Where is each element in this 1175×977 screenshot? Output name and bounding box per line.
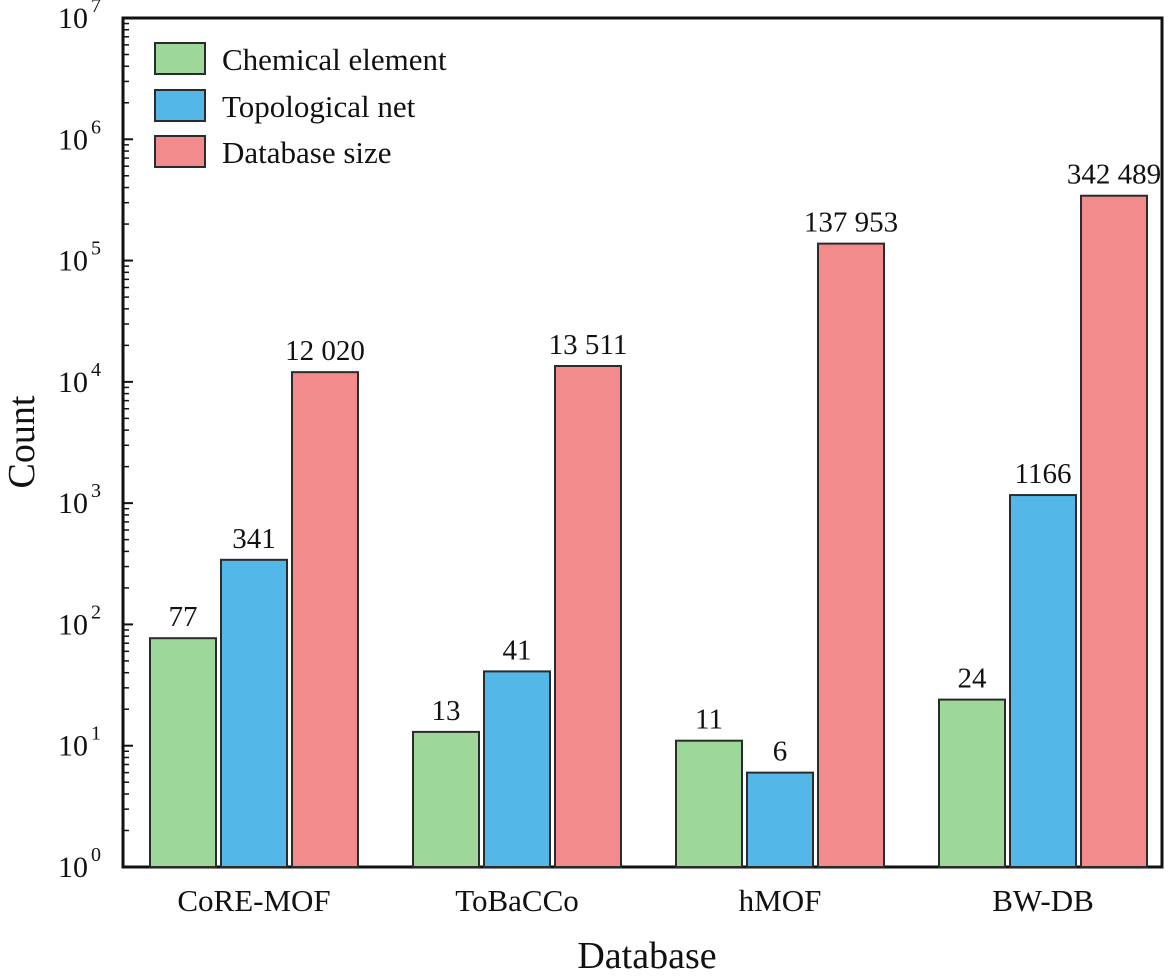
data-label: 77 bbox=[169, 601, 198, 633]
bar-tobacco-chemical-element bbox=[412, 730, 480, 868]
legend-label: Chemical element bbox=[222, 42, 447, 77]
y-tick-label-1: 10 1 bbox=[58, 723, 101, 763]
data-label: 137 953 bbox=[804, 207, 898, 239]
x-axis-title: Database bbox=[577, 935, 716, 977]
y-tick-label-base: 10 bbox=[58, 366, 88, 399]
data-label: 6 bbox=[773, 736, 788, 768]
y-tick-label-exponent: 3 bbox=[91, 480, 101, 502]
y-tick-label-base: 10 bbox=[58, 245, 88, 278]
y-tick-label-exponent: 4 bbox=[91, 359, 101, 381]
y-tick-label-exponent: 2 bbox=[91, 601, 101, 623]
legend-swatch-database-size bbox=[154, 135, 206, 168]
y-tick-label-exponent: 1 bbox=[91, 723, 101, 745]
bar-core-mof-database-size bbox=[291, 371, 359, 868]
data-label: 342 489 bbox=[1067, 159, 1161, 191]
bar-bw-db-topological-net bbox=[1009, 494, 1077, 868]
y-tick-label-exponent: 5 bbox=[91, 238, 101, 260]
data-label: 341 bbox=[232, 523, 276, 555]
data-label: 13 bbox=[432, 695, 461, 727]
y-tick-label-base: 10 bbox=[58, 851, 88, 884]
y-tick-label-exponent: 6 bbox=[91, 116, 101, 138]
legend-label: Database size bbox=[222, 135, 392, 170]
bar-tobacco-database-size bbox=[554, 365, 622, 868]
y-tick-label-2: 10 2 bbox=[58, 601, 101, 641]
x-category-label: ToBaCCo bbox=[455, 883, 579, 918]
data-label: 13 511 bbox=[549, 329, 628, 361]
bar-core-mof-chemical-element bbox=[149, 637, 217, 868]
y-tick-label-4: 10 4 bbox=[58, 359, 101, 399]
bar-core-mof-topological-net bbox=[220, 558, 288, 868]
legend-swatch-chemical-element bbox=[154, 42, 206, 75]
x-category-label: hMOF bbox=[739, 883, 822, 918]
y-tick-label-exponent: 0 bbox=[91, 844, 101, 866]
x-category-label: BW-DB bbox=[992, 883, 1094, 918]
y-tick-label-base: 10 bbox=[58, 123, 88, 156]
y-tick-label-base: 10 bbox=[58, 487, 88, 520]
data-label: 11 bbox=[695, 704, 723, 736]
data-label: 12 020 bbox=[285, 335, 365, 367]
bar-hmof-topological-net bbox=[746, 771, 814, 869]
bar-tobacco-topological-net bbox=[483, 670, 551, 868]
y-tick-label-base: 10 bbox=[58, 2, 88, 35]
bar-hmof-chemical-element bbox=[675, 739, 743, 869]
legend-swatch-topological-net bbox=[154, 89, 206, 122]
plot-frame bbox=[121, 16, 1164, 869]
bar-hmof-database-size bbox=[817, 242, 885, 869]
y-tick-label-exponent: 7 bbox=[91, 0, 101, 17]
y-tick-label-base: 10 bbox=[58, 730, 88, 763]
y-tick-label-3: 10 3 bbox=[58, 480, 101, 520]
legend-label: Topological net bbox=[222, 89, 416, 124]
data-label: 41 bbox=[503, 634, 532, 666]
y-tick-label-6: 10 6 bbox=[58, 116, 101, 156]
bar-bw-db-database-size bbox=[1080, 194, 1148, 868]
bar-bw-db-chemical-element bbox=[938, 698, 1006, 868]
x-category-label: CoRE-MOF bbox=[177, 883, 330, 918]
y-tick-label-5: 10 5 bbox=[58, 238, 101, 278]
data-label: 24 bbox=[958, 663, 988, 695]
data-label: 1166 bbox=[1015, 458, 1072, 490]
y-tick-label-7: 10 7 bbox=[58, 0, 101, 35]
y-tick-label-0: 10 0 bbox=[58, 844, 101, 884]
y-axis-title: Count bbox=[1, 395, 43, 488]
y-tick-label-base: 10 bbox=[58, 608, 88, 641]
